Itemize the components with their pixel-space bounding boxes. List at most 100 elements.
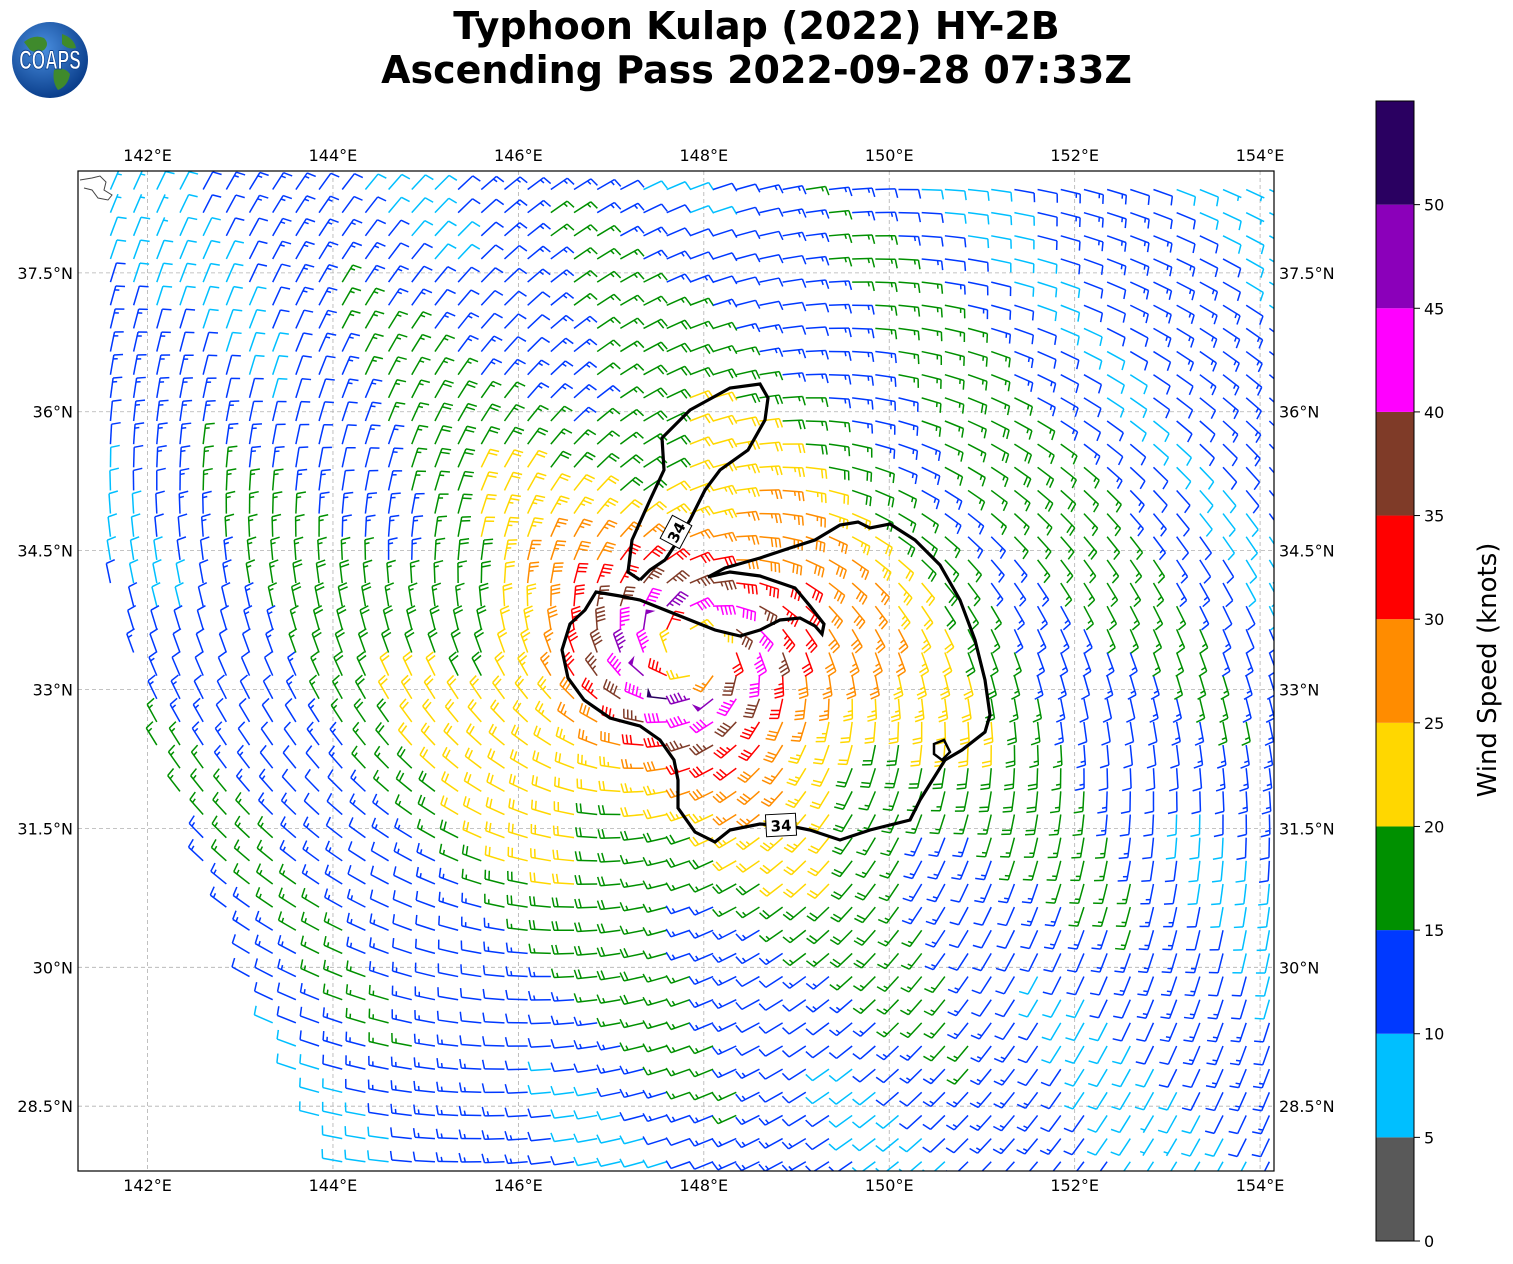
wind-barb [642, 996, 667, 1006]
wind-barb [1022, 860, 1039, 881]
wind-barb [1019, 953, 1039, 973]
wind-barb [1020, 906, 1039, 927]
wind-barb [875, 1045, 900, 1061]
wind-barb [688, 975, 714, 985]
wind-barb [758, 929, 784, 943]
wind-barb [922, 1138, 946, 1153]
wind-barb [461, 892, 482, 908]
wind-barb [899, 1091, 923, 1107]
wind-barb [440, 795, 459, 816]
wind-barb [1086, 1138, 1108, 1156]
wind-barb [665, 1067, 691, 1077]
wind-barb [344, 1149, 366, 1163]
wind-barb [805, 975, 830, 990]
wind-barb [853, 929, 876, 946]
wind-barb [711, 1045, 737, 1056]
wind-barb [504, 1154, 528, 1165]
wind-barb [1023, 837, 1039, 858]
wind-barb [597, 852, 621, 863]
colorbar-tick-9: 45 [1424, 299, 1444, 318]
lat-tick-right-2: 31.5°N [1279, 819, 1335, 838]
wind-barb [619, 971, 644, 982]
wind-barb [485, 821, 505, 839]
wind-barb [390, 1056, 412, 1070]
wind-barb [596, 1064, 621, 1074]
wind-barb [530, 799, 552, 816]
wind-barb [1229, 1068, 1247, 1089]
wind-barb [322, 959, 343, 978]
wind-barb [735, 1091, 760, 1103]
wind-barb [596, 994, 621, 1004]
wind-barb [1232, 953, 1247, 974]
wind-barb [828, 1114, 853, 1128]
wind-barb [1210, 906, 1224, 928]
wind-barb [947, 999, 969, 1017]
wind-barb [322, 1078, 343, 1094]
wind-barb [642, 880, 667, 890]
wind-barb [951, 860, 969, 881]
wind-barb [758, 1137, 783, 1149]
lat-tick-left-6: 37.5°N [17, 264, 73, 283]
wind-barb [947, 976, 969, 994]
lon-tick-top-2: 146°E [494, 146, 543, 165]
wind-barb [1258, 860, 1271, 883]
wind-barb [280, 792, 297, 816]
wind-barb [322, 1054, 343, 1070]
wind-barb [711, 1114, 737, 1125]
wind-barb [256, 839, 274, 862]
wind-barb [851, 1114, 876, 1129]
wind-barb [368, 984, 389, 1001]
wind-barb [389, 1150, 412, 1163]
wind-barb [550, 1109, 575, 1119]
wind-barb [711, 999, 737, 1010]
wind-barb [504, 1084, 528, 1094]
wind-barb [416, 818, 436, 839]
wind-barb [619, 1135, 644, 1145]
wind-barb [711, 952, 737, 964]
wind-barb [300, 911, 320, 931]
wind-barb [972, 929, 992, 949]
wind-barb [347, 864, 366, 885]
colorbar-bin-6 [1376, 515, 1414, 620]
wind-barb [481, 1059, 505, 1070]
wind-barb [436, 1034, 459, 1047]
wind-barb [711, 975, 737, 987]
wind-barb [394, 794, 413, 816]
wind-barb [481, 1130, 505, 1141]
wind-barb [852, 999, 876, 1015]
wind-barb [807, 860, 830, 877]
wind-barb [665, 1137, 691, 1146]
wind-barb [528, 919, 551, 932]
wind-barb [1067, 929, 1085, 950]
wind-barb [947, 1022, 969, 1040]
wind-barb [1138, 930, 1155, 951]
wind-barb [971, 999, 992, 1017]
wind-barb [575, 827, 598, 839]
wind-barb [573, 1086, 598, 1097]
wind-barb [758, 1091, 783, 1103]
wind-barb [439, 819, 459, 839]
wind-barb [550, 1062, 575, 1073]
wind-barb [1116, 883, 1132, 905]
wind-barb [482, 965, 505, 978]
wind-barb [1170, 1161, 1178, 1171]
wind-barb [1158, 1068, 1178, 1088]
wind-barb [1208, 976, 1224, 997]
wind-barb [1193, 1161, 1201, 1171]
wind-barb [806, 929, 830, 945]
wind-barb [781, 1045, 807, 1058]
wind-barb [412, 1127, 435, 1140]
wind-barb [345, 1078, 366, 1094]
wind-barb [1164, 860, 1178, 883]
wind-barb [596, 899, 621, 911]
wind-barb [828, 1022, 853, 1037]
wind-barb [483, 941, 505, 955]
wind-barb [1254, 1022, 1271, 1043]
wind-barb [1064, 1068, 1085, 1087]
wind-barb [969, 1138, 992, 1154]
wind-barb [1017, 1068, 1039, 1087]
wind-barb [899, 1068, 923, 1084]
wind-barb [688, 929, 714, 939]
wind-barb [1236, 837, 1247, 861]
wind-barb [619, 1158, 644, 1168]
